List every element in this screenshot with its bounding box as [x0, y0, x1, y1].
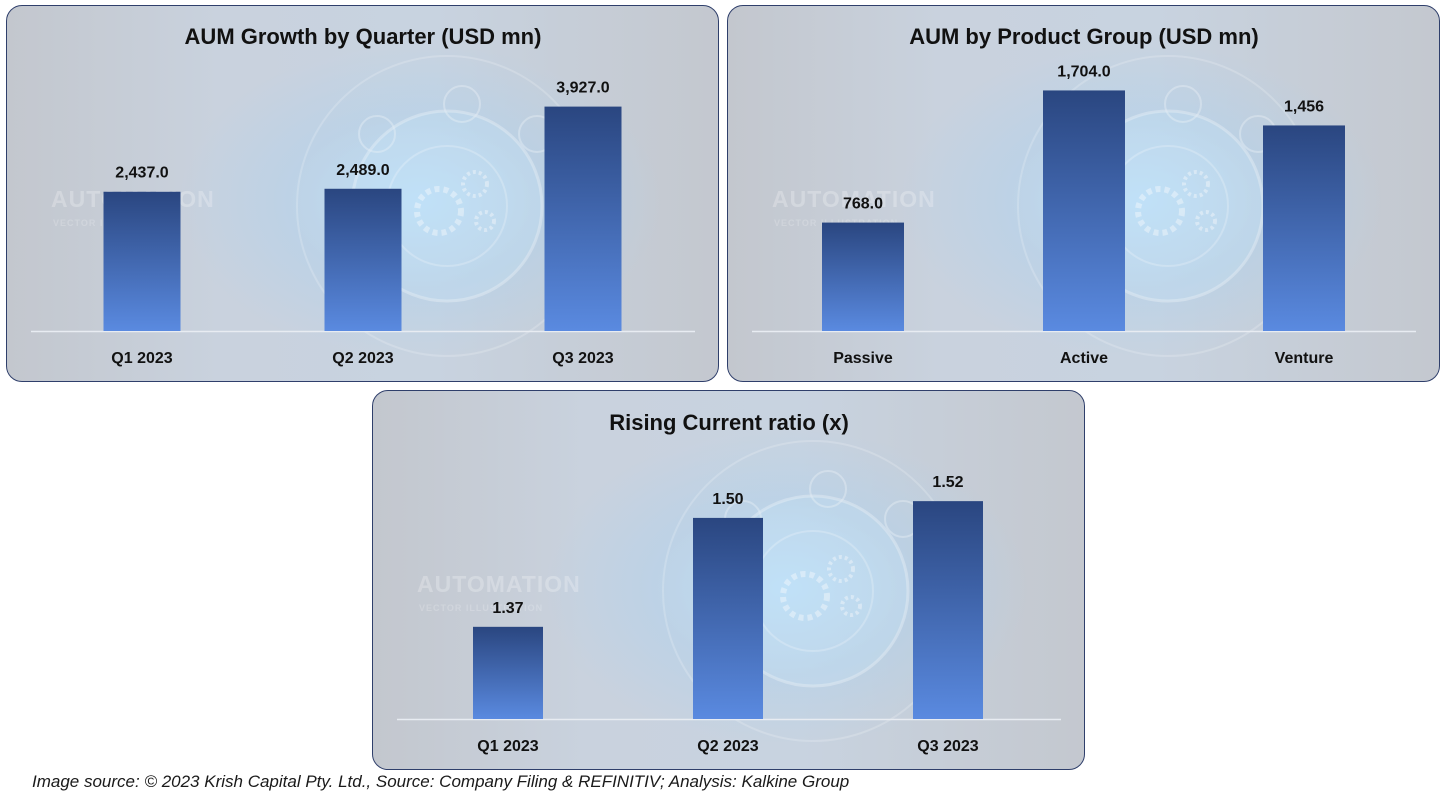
x-tick-label: Q3 2023 — [552, 350, 613, 367]
chart-panel-current-ratio: AUTOMATION VECTOR ILLUSTRATION Rising Curr… — [372, 390, 1085, 770]
bar — [103, 191, 181, 331]
data-label: 2,437.0 — [115, 165, 168, 182]
data-label: 1.37 — [492, 600, 523, 617]
bar — [913, 501, 983, 719]
image-source-footer: Image source: © 2023 Krish Capital Pty. … — [32, 772, 850, 791]
chart-title: AUM Growth by Quarter (USD mn) — [185, 24, 542, 49]
data-label: 3,927.0 — [556, 80, 609, 97]
chart-title: Rising Current ratio (x) — [609, 410, 849, 435]
x-tick-label: Venture — [1275, 350, 1334, 367]
x-tick-label: Q3 2023 — [917, 738, 978, 755]
x-tick-label: Q1 2023 — [477, 738, 538, 755]
x-tick-label: Passive — [833, 350, 893, 367]
data-label: 2,489.0 — [336, 162, 389, 179]
bar — [1263, 125, 1345, 332]
bar — [693, 517, 763, 719]
bar — [324, 188, 402, 331]
data-label: 1,704.0 — [1057, 63, 1110, 80]
data-label: 1,456 — [1284, 98, 1324, 115]
x-tick-label: Q1 2023 — [111, 350, 172, 367]
data-label: 1.50 — [712, 491, 743, 508]
x-tick-label: Active — [1060, 350, 1108, 367]
chart-current-ratio: AUTOMATION VECTOR ILLUSTRATION Rising Curr… — [397, 410, 1061, 755]
data-label: 768.0 — [843, 196, 883, 213]
bar — [822, 222, 904, 331]
bar — [544, 106, 622, 331]
background-illustration: AUTOMATION VECTOR ILLUSTRATION — [417, 440, 964, 742]
bar — [473, 626, 543, 719]
chart-title: AUM by Product Group (USD mn) — [909, 24, 1259, 49]
data-label: 1.52 — [932, 474, 963, 491]
x-tick-label: Q2 2023 — [332, 350, 393, 367]
x-tick-label: Q2 2023 — [697, 738, 758, 755]
watermark-text: AUTOMATION — [417, 571, 581, 597]
watermark-text: AUTOMATION — [772, 186, 936, 212]
watermark-subtext: VECTOR ILLUSTRATION — [419, 603, 543, 613]
bar — [1043, 90, 1125, 331]
